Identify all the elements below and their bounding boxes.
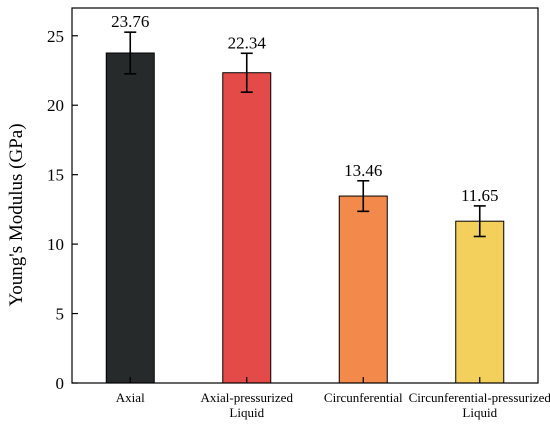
y-tick-label: 0	[56, 374, 65, 393]
y-tick-label: 25	[47, 27, 64, 46]
x-tick-label: Liquid	[462, 405, 497, 420]
x-tick-label: Liquid	[229, 405, 264, 420]
y-tick-label: 20	[47, 96, 64, 115]
data-label: 11.65	[461, 186, 499, 205]
data-label: 23.76	[111, 12, 149, 31]
x-tick-label: Circunferential-pressurized	[409, 390, 550, 405]
y-tick-label: 5	[56, 305, 65, 324]
bar	[222, 72, 272, 384]
y-tick-label: 15	[47, 166, 64, 185]
bars-layer	[105, 52, 505, 384]
bar	[338, 195, 388, 384]
x-tick-label: Circunferential	[324, 390, 403, 405]
bar	[455, 220, 505, 384]
y-axis-title: Young's Modulus (GPa)	[6, 123, 27, 306]
bar	[105, 52, 155, 384]
error-bars-layer	[124, 31, 486, 238]
labels-layer: 23.76Axial22.34Axial-pressurizedLiquid13…	[47, 12, 550, 420]
y-tick-label: 10	[47, 235, 64, 254]
x-tick-label: Axial-pressurized	[201, 390, 294, 405]
x-tick-label: Axial	[116, 390, 145, 405]
plot-frame	[71, 7, 539, 384]
data-label: 22.34	[228, 33, 267, 52]
data-label: 13.46	[344, 161, 382, 180]
axes-layer	[71, 7, 539, 384]
